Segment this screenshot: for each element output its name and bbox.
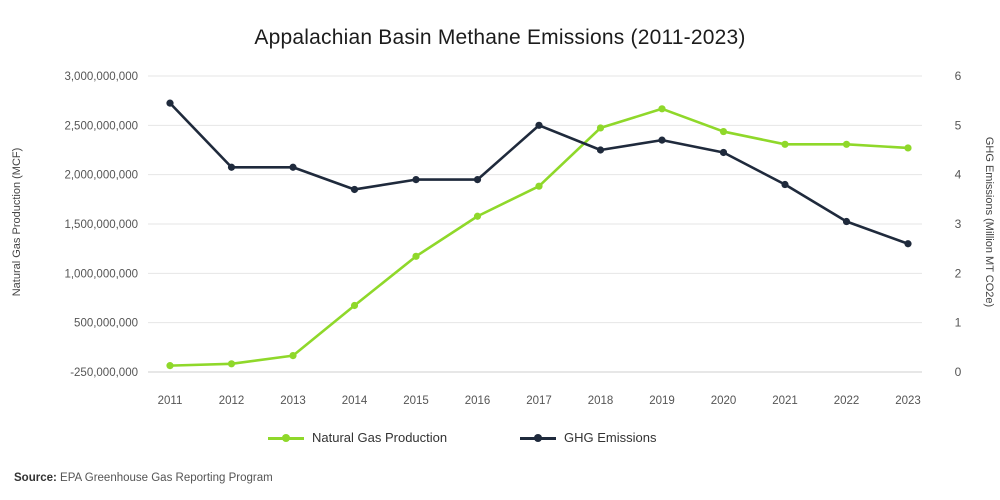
data-point-ghg	[719, 148, 728, 157]
data-point-ghg	[658, 136, 666, 144]
x-tick-label: 2015	[403, 395, 429, 407]
data-point-natural-gas	[596, 124, 605, 132]
y-left-tick-label: 2,000,000,000	[64, 170, 138, 182]
y-right-tick-label: 4	[955, 168, 962, 182]
legend-label-ghg: GHG Emissions	[564, 430, 657, 445]
y-right-tick-label: 0	[955, 365, 962, 379]
x-tick-label: 2014	[342, 395, 368, 407]
y-right-tick-label: 3	[955, 217, 962, 231]
data-point-ghg	[289, 163, 297, 171]
data-point-ghg	[412, 176, 420, 184]
left-axis: 3,000,000,000 2,500,000,000 2,000,000,000 1…	[64, 71, 138, 379]
legend-swatch-ghg	[520, 431, 556, 445]
data-point-natural-gas	[719, 127, 728, 136]
legend-item-ghg: GHG Emissions	[520, 430, 656, 445]
y-axis-right-label: GHG Emissions (Million MT CO2e)	[983, 137, 995, 307]
legend-swatch-natural-gas	[268, 431, 304, 445]
right-axis: 6 5 4 3 2 1 0	[955, 69, 962, 379]
chart-title: Appalachian Basin Methane Emissions (201…	[254, 26, 746, 49]
source-note: Source: EPA Greenhouse Gas Reporting Pro…	[14, 472, 273, 484]
y-left-tick-label: 500,000,000	[74, 318, 138, 330]
gridlines	[148, 75, 922, 373]
y-left-tick-label: 3,000,000,000	[64, 71, 138, 83]
data-point-ghg	[350, 185, 359, 194]
data-point-ghg	[227, 163, 236, 171]
data-point-ghg	[596, 146, 605, 154]
data-point-natural-gas	[412, 252, 420, 260]
data-point-natural-gas	[904, 144, 912, 152]
y-right-tick-label: 5	[955, 118, 962, 132]
data-point-natural-gas	[473, 212, 482, 220]
legend-label-natural-gas: Natural Gas Production	[312, 430, 448, 445]
x-tick-label: 2017	[526, 395, 552, 407]
x-tick-label: 2011	[158, 395, 183, 407]
data-point-natural-gas	[658, 105, 666, 113]
y-axis-left-label: Natural Gas Production (MCF)	[11, 148, 23, 297]
y-right-tick-label: 1	[955, 316, 962, 330]
data-point-ghg	[904, 240, 912, 248]
y-left-tick-label: 1,500,000,000	[64, 219, 138, 231]
data-point-ghg	[535, 121, 543, 129]
x-tick-label: 2018	[588, 395, 614, 407]
data-point-natural-gas	[350, 301, 359, 310]
data-point-ghg	[842, 217, 851, 226]
data-point-natural-gas	[781, 140, 789, 148]
x-tick-label: 2012	[219, 395, 245, 407]
legend: Natural Gas Production GHG Emissions	[0, 430, 1000, 454]
x-tick-label: 2023	[895, 395, 921, 407]
series	[166, 99, 912, 370]
x-tick-label: 2019	[649, 395, 675, 407]
data-point-natural-gas	[535, 182, 543, 190]
data-point-natural-gas	[842, 140, 851, 148]
x-tick-label: 2013	[280, 395, 306, 407]
x-axis: 2011 2012 2013 2014 2015 2016 2017 2018 2019 2020…	[158, 395, 921, 407]
data-point-ghg	[166, 99, 174, 107]
data-point-natural-gas	[227, 360, 236, 368]
data-point-natural-gas	[289, 352, 297, 360]
data-point-natural-gas	[166, 362, 174, 370]
y-right-tick-label: 6	[955, 69, 962, 83]
x-tick-label: 2016	[465, 395, 491, 407]
legend-item-natural-gas: Natural Gas Production	[268, 430, 447, 445]
y-left-tick-label: 2,500,000,000	[64, 120, 138, 132]
y-right-tick-label: 2	[955, 266, 962, 280]
data-point-ghg	[781, 180, 789, 189]
source-text: EPA Greenhouse Gas Reporting Program	[60, 472, 273, 484]
x-tick-label: 2020	[711, 395, 737, 407]
x-tick-label: 2022	[834, 395, 860, 407]
source-label: Source:	[14, 472, 57, 484]
y-left-tick-label: -250,000,000	[70, 367, 138, 379]
series-line-natural-gas	[169, 107, 909, 367]
x-tick-label: 2021	[772, 395, 798, 407]
data-point-ghg	[473, 176, 482, 184]
y-left-tick-label: 1,000,000,000	[64, 268, 138, 280]
